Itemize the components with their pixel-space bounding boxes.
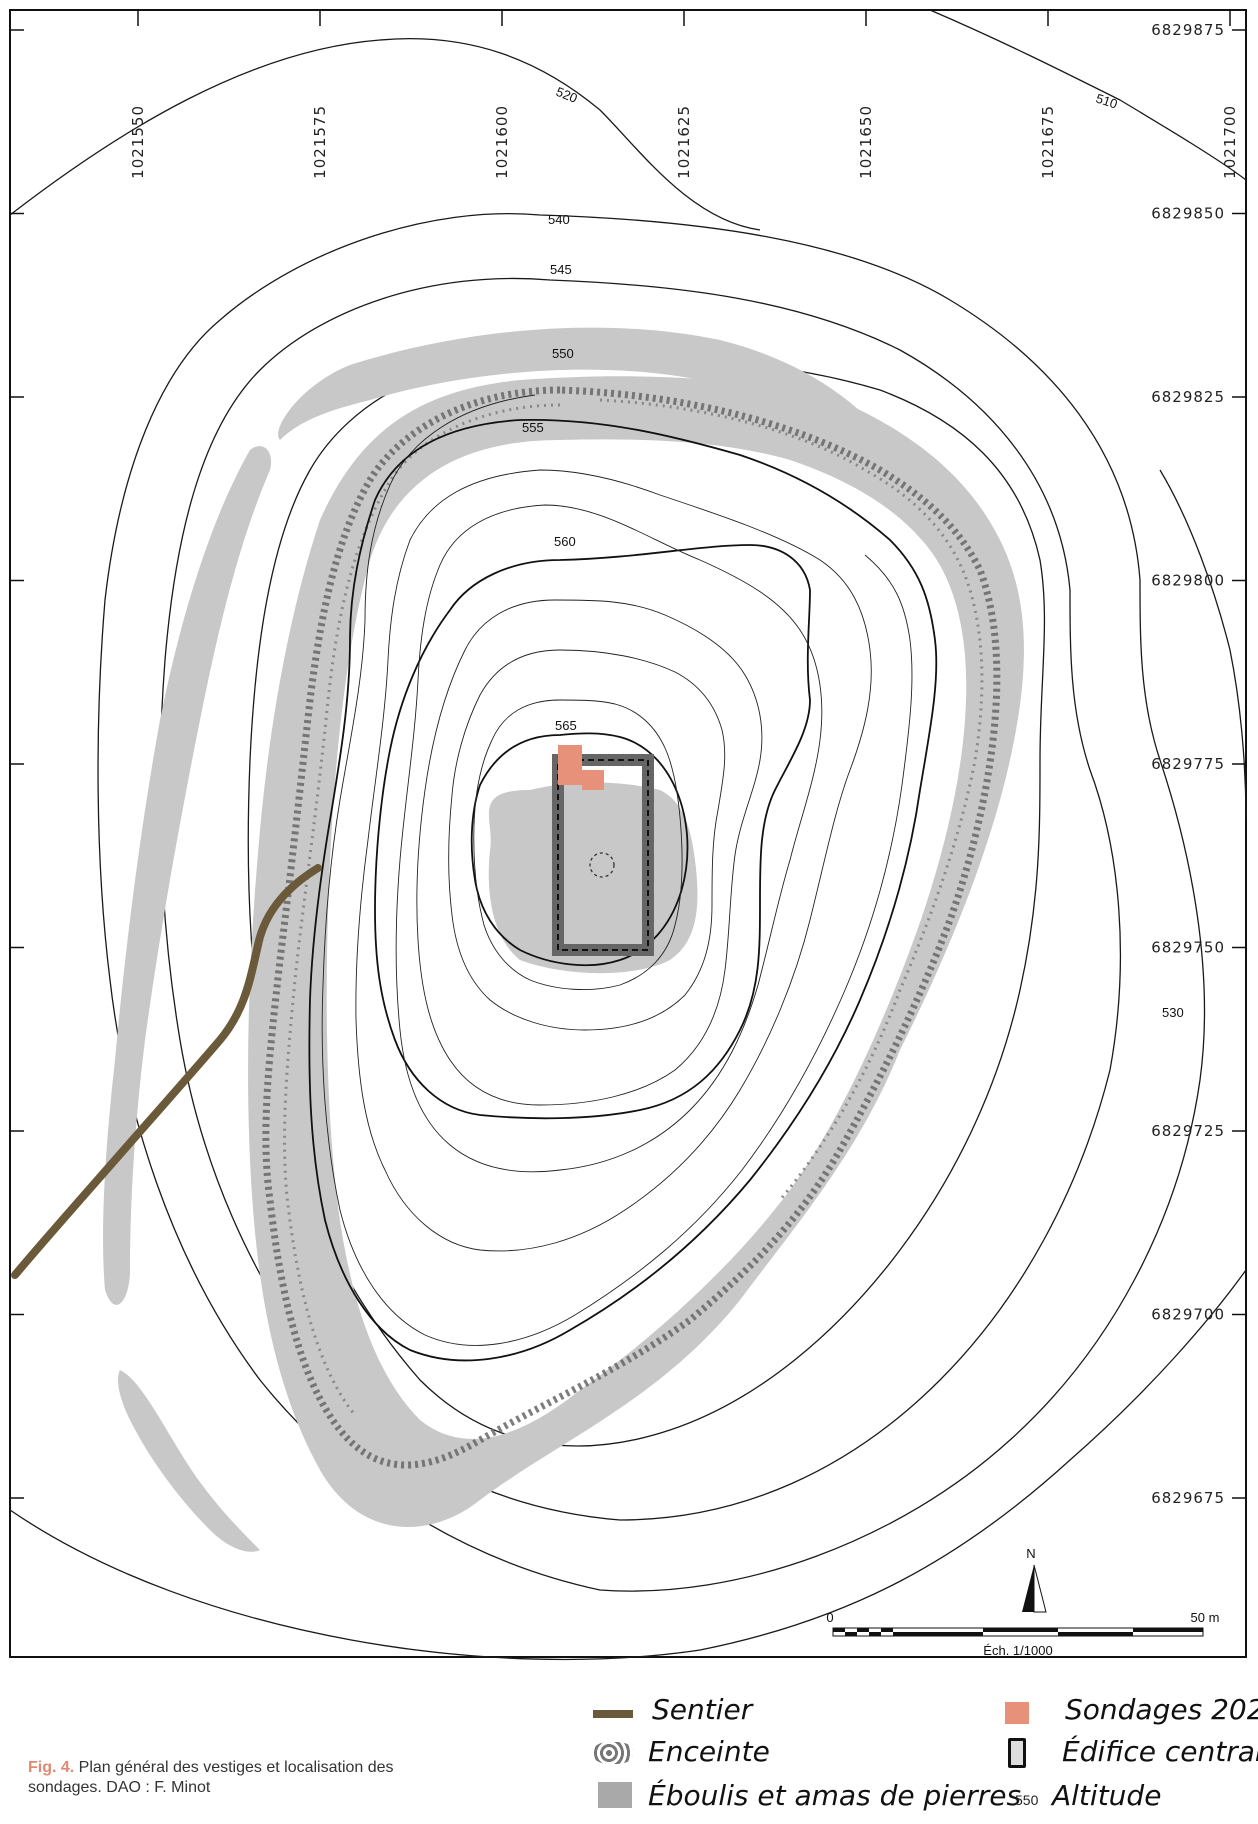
- scale-end-label: 50 m: [1191, 1610, 1220, 1625]
- x-tick-label: 1021650: [857, 105, 875, 179]
- legend-edifice-label: Édifice central: [1062, 1735, 1258, 1768]
- legend-sentier-swatch: [593, 1710, 633, 1718]
- y-tick-label: 6829825: [1151, 388, 1225, 406]
- scale-start-label: 0: [826, 1610, 833, 1625]
- x-tick-label: 1021600: [493, 105, 511, 179]
- figure-caption: Fig. 4. Plan général des vestiges et loc…: [28, 1758, 468, 1798]
- y-tick-label: 6829800: [1151, 572, 1225, 590]
- central-building: [552, 754, 654, 956]
- legend-enceinte-label: Enceinte: [648, 1735, 770, 1768]
- scale-ratio-label: Éch. 1/1000: [983, 1643, 1052, 1658]
- x-axis-ticks: 1021550 1021575 1021600 1021625 1021650 10216…: [129, 10, 1239, 179]
- sondages-2021: [558, 745, 604, 790]
- altitude-label-510: 510: [1094, 91, 1119, 112]
- y-tick-label: 6829850: [1151, 205, 1225, 223]
- y-tick-label: 6829725: [1151, 1122, 1225, 1140]
- inner-contours-minor: [321, 394, 913, 1346]
- y-tick-label: 6829775: [1151, 755, 1225, 773]
- mid-contours: [97, 212, 1206, 1592]
- x-tick-label: 1021575: [311, 105, 329, 179]
- altitude-label-520: 520: [554, 84, 580, 106]
- altitude-label-550: 550: [552, 346, 574, 361]
- y-tick-label: 6829875: [1151, 21, 1225, 39]
- altitude-label-540: 540: [548, 212, 570, 227]
- enceinte-stones-inner: [282, 398, 984, 1416]
- north-label: N: [1026, 1546, 1035, 1561]
- altitude-label-560: 560: [554, 534, 576, 549]
- legend-eboulis-label: Éboulis et amas de pierres: [648, 1779, 1022, 1812]
- altitude-label-565: 565: [555, 718, 577, 733]
- x-tick-label: 1021675: [1039, 105, 1057, 179]
- legend-sondages-label: Sondages 2021: [1065, 1693, 1258, 1726]
- x-tick-label: 1021625: [675, 105, 693, 179]
- legend-sentier-label: Sentier: [652, 1693, 753, 1726]
- y-tick-label: 6829750: [1151, 939, 1225, 957]
- legend-eboulis-swatch: [598, 1782, 632, 1808]
- altitude-label-545: 545: [550, 262, 572, 277]
- y-tick-label: 6829700: [1151, 1306, 1225, 1324]
- north-arrow-icon: N: [1022, 1546, 1047, 1613]
- x-tick-label: 1021700: [1221, 105, 1239, 179]
- legend-altitude-label: Altitude: [1052, 1779, 1162, 1812]
- site-plan-map: 510 520 530 540 545 550 555 560 565 1021…: [9, 9, 1247, 1661]
- legend-altitude-value: 550: [1015, 1792, 1039, 1808]
- scale-bar: 0 50 m Éch. 1/1000: [826, 1610, 1219, 1658]
- legend-enceinte-icon: [593, 1742, 633, 1764]
- altitude-label-530: 530: [1162, 1005, 1184, 1020]
- figure-caption-text: Plan général des vestiges et localisatio…: [28, 1759, 394, 1796]
- legend-sondages-swatch: [1005, 1702, 1029, 1724]
- sentier-path: [11, 864, 322, 1279]
- altitude-label-555: 555: [522, 420, 544, 435]
- y-axis-ticks: 6829875 6829850 6829825 6829800 6829775 68297…: [10, 21, 1246, 1507]
- x-tick-label: 1021550: [129, 105, 147, 179]
- legend-edifice-icon: [1008, 1738, 1026, 1768]
- y-tick-label: 6829675: [1151, 1489, 1225, 1507]
- figure-number: Fig. 4.: [28, 1759, 75, 1776]
